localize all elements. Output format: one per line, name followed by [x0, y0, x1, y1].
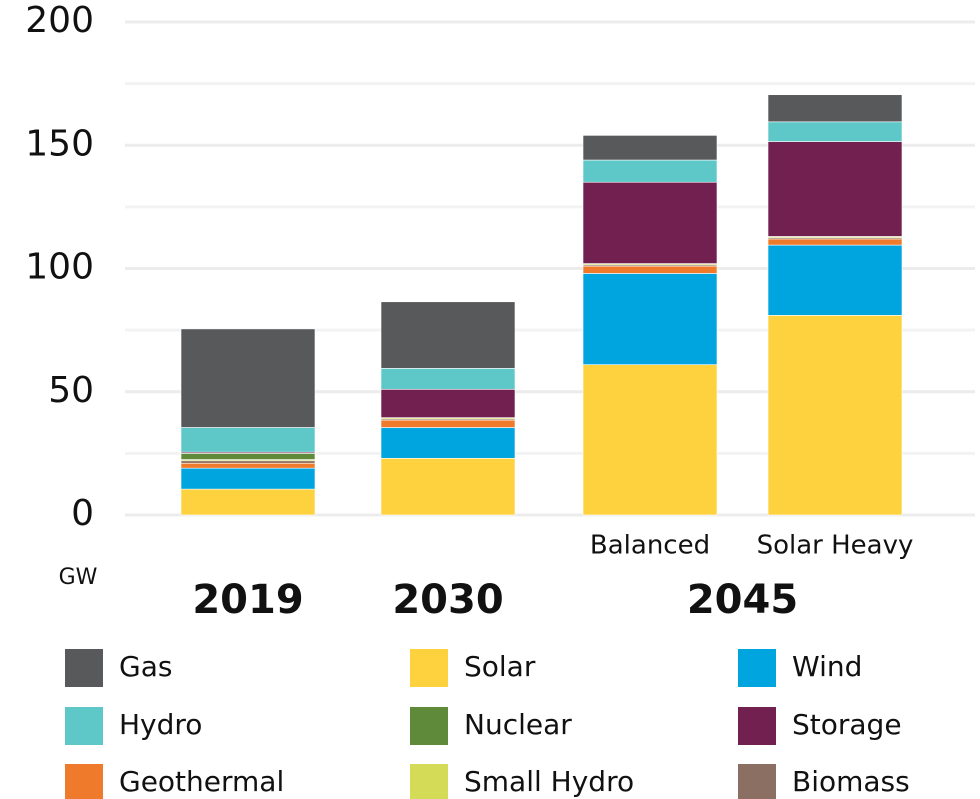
bar-segment [582, 265, 718, 274]
x-tick-label: Solar Heavy [757, 531, 914, 561]
bar-segment [380, 301, 516, 369]
legend-swatch [738, 764, 776, 799]
bar-segment [180, 467, 316, 490]
bar-segment [180, 462, 316, 469]
bar-segment [582, 181, 718, 264]
y-tick-label: 150 [25, 123, 94, 164]
bar-segment [380, 458, 516, 516]
bar-segment [767, 94, 903, 123]
legend-label: Nuclear [464, 708, 572, 741]
legend-swatch [410, 707, 448, 745]
bar-segment [767, 121, 903, 142]
bar-segment [767, 315, 903, 516]
group-label: 2030 [392, 577, 503, 623]
bar-segment [582, 364, 718, 516]
bar-segment [180, 328, 316, 428]
legend-label: Wind [792, 650, 862, 683]
legend-swatch [410, 649, 448, 687]
y-tick-label: 50 [48, 370, 94, 411]
bar-segment [180, 453, 316, 460]
y-unit-label: GW [59, 565, 98, 590]
legend-label: Solar [464, 650, 536, 683]
legend-label: Storage [792, 708, 902, 741]
legend-label: Small Hydro [464, 765, 634, 798]
bar-segment [180, 488, 316, 516]
legend-label: Hydro [119, 708, 202, 741]
legend-label: Geothermal [119, 765, 284, 798]
bar-segment [380, 419, 516, 428]
y-tick-label: 200 [25, 0, 94, 41]
bar-segment [582, 273, 718, 365]
bar-segment [582, 159, 718, 183]
y-tick-label: 100 [25, 247, 94, 288]
bar-segment [767, 141, 903, 237]
y-tick-label: 0 [71, 493, 94, 534]
legend-swatch [65, 649, 103, 687]
legend-swatch [738, 707, 776, 745]
legend-label: Gas [119, 650, 172, 683]
legend-swatch [65, 764, 103, 799]
legend-swatch [738, 649, 776, 687]
bar-segment [767, 244, 903, 316]
bar-segment [380, 427, 516, 459]
bar-segment [180, 427, 316, 453]
bar-segment [767, 238, 903, 246]
legend-swatch [410, 764, 448, 799]
bar-segment [180, 460, 316, 464]
legend-label: Biomass [792, 765, 910, 798]
bar-segment [582, 135, 718, 161]
bar-segment [380, 368, 516, 390]
group-label: 2019 [192, 577, 303, 623]
x-tick-label: Balanced [590, 531, 710, 561]
group-label: 2045 [687, 577, 798, 623]
bar-segment [380, 388, 516, 418]
legend-swatch [65, 707, 103, 745]
